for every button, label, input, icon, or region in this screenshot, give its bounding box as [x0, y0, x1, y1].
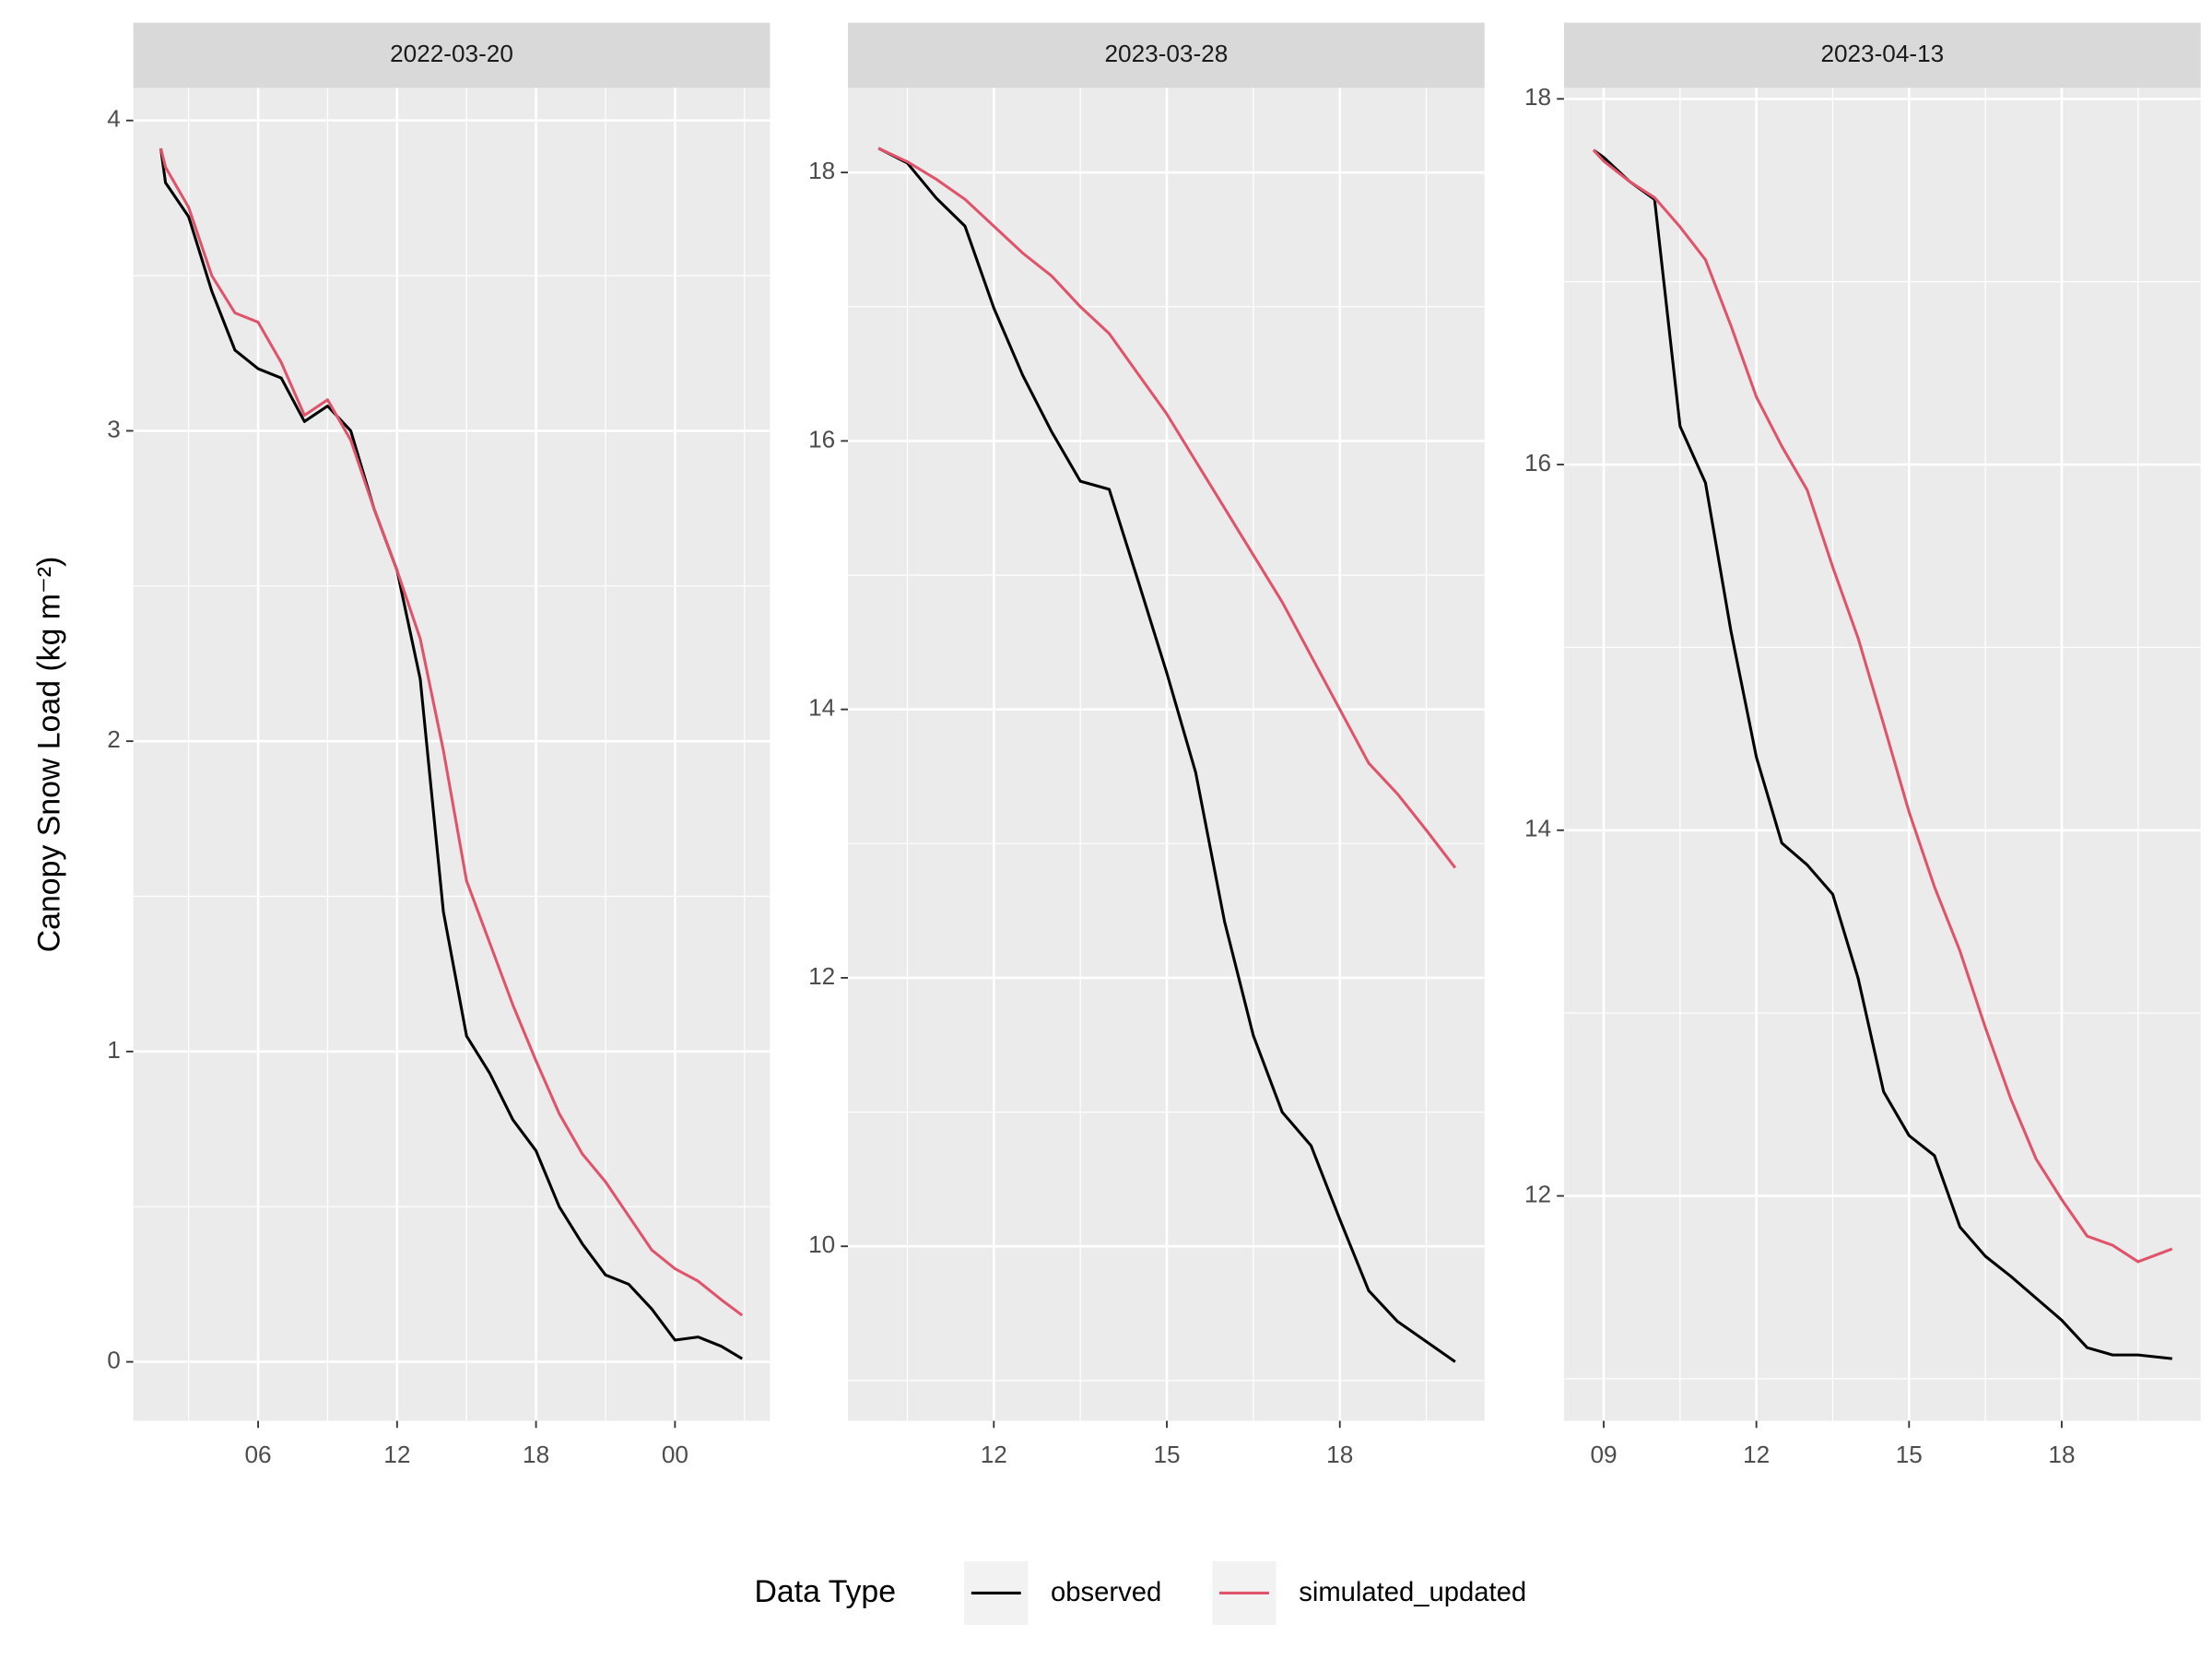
y-axis-title: Canopy Snow Load (kg m⁻²) — [31, 557, 66, 953]
x-tick-label: 00 — [662, 1441, 688, 1468]
y-tick-label: 18 — [1524, 83, 1551, 111]
panel-background — [133, 88, 771, 1421]
legend-label: simulated_updated — [1299, 1578, 1526, 1607]
data-line — [877, 147, 1457, 869]
x-tick-label: 09 — [1590, 1441, 1617, 1468]
legend-title: Data Type — [754, 1574, 896, 1609]
x-tick-label: 18 — [2048, 1441, 2075, 1468]
data-line — [159, 147, 744, 1360]
y-tick-label: 2 — [107, 725, 121, 753]
legend-label: observed — [1051, 1578, 1161, 1607]
strip-background — [133, 22, 771, 88]
strip-label: 2022-03-20 — [390, 40, 513, 67]
data-line — [1593, 148, 2172, 1360]
data-line — [159, 147, 744, 1317]
strip-background — [848, 22, 1485, 88]
strip-label: 2023-03-28 — [1105, 40, 1229, 67]
y-tick-label: 10 — [808, 1230, 835, 1258]
data-line — [877, 147, 1456, 1363]
x-tick-label: 18 — [1326, 1441, 1353, 1468]
y-tick-label: 0 — [107, 1346, 121, 1373]
x-tick-label: 18 — [523, 1441, 549, 1468]
x-tick-label: 15 — [1896, 1441, 1923, 1468]
x-tick-label: 12 — [383, 1441, 410, 1468]
y-tick-label: 14 — [808, 694, 835, 722]
x-tick-label: 12 — [1743, 1441, 1770, 1468]
y-tick-label: 3 — [107, 415, 121, 442]
y-tick-label: 4 — [107, 105, 121, 133]
y-tick-label: 1 — [107, 1036, 121, 1064]
x-tick-label: 12 — [981, 1441, 1007, 1468]
x-tick-label: 06 — [245, 1441, 272, 1468]
y-tick-label: 12 — [1524, 1180, 1551, 1207]
y-tick-label: 18 — [808, 157, 835, 184]
y-tick-label: 14 — [1524, 815, 1551, 842]
strip-background — [1563, 22, 2201, 88]
y-tick-label: 16 — [1524, 449, 1551, 477]
x-tick-label: 15 — [1153, 1441, 1180, 1468]
y-tick-label: 16 — [808, 425, 835, 453]
strip-label: 2023-04-13 — [1820, 40, 1944, 67]
data-line — [1592, 148, 2173, 1264]
y-tick-label: 12 — [808, 962, 835, 990]
panel-background — [1563, 88, 2201, 1421]
